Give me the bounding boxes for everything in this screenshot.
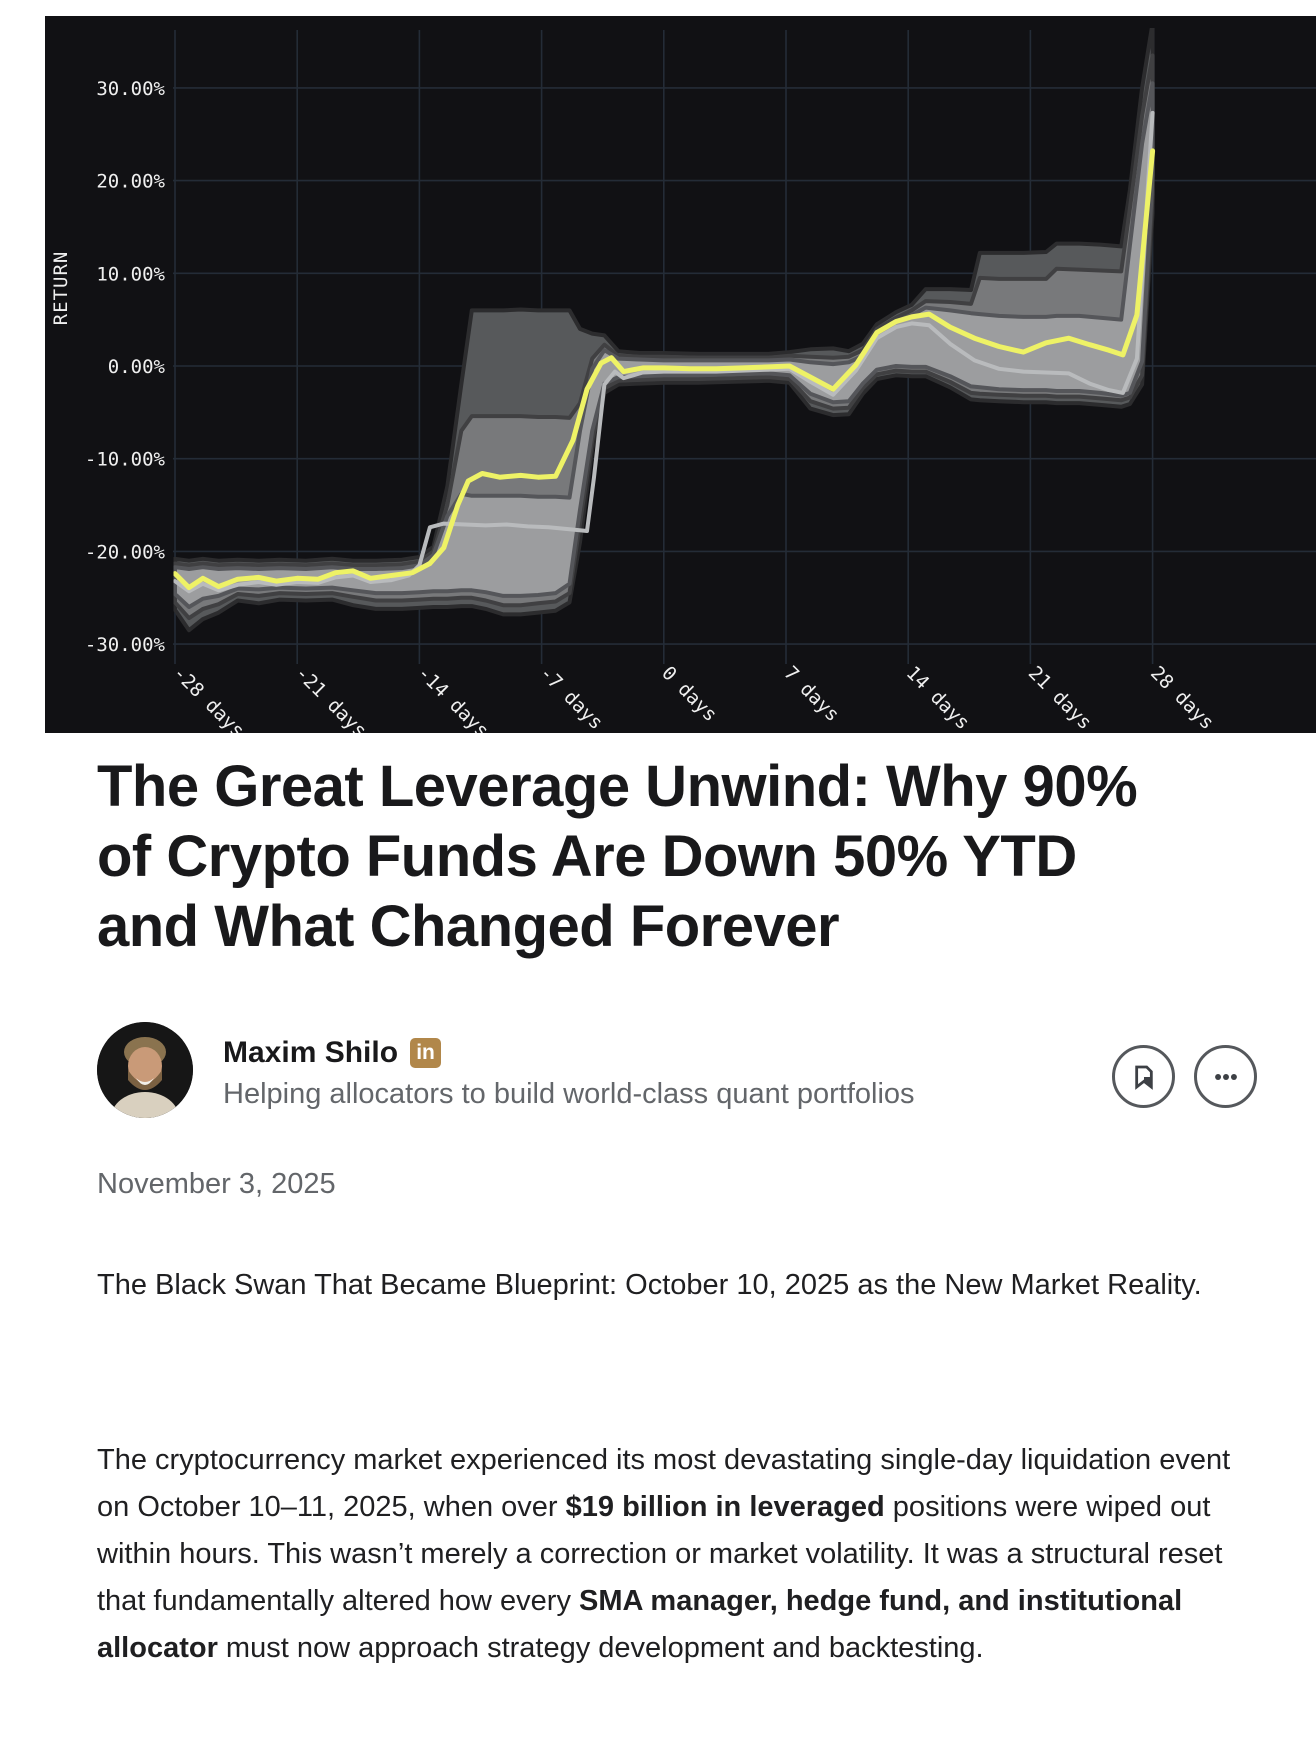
more-options-button[interactable] [1194,1045,1257,1108]
body-paragraph: The cryptocurrency market experienced it… [97,1444,1231,1664]
page-title-line-2: of Crypto Funds Are Down 50% YTD [97,824,1077,889]
page-title-line-3: and What Changed Forever [97,894,840,959]
svg-text:-20.00%: -20.00% [85,541,166,563]
ellipsis-icon [1214,1073,1237,1080]
linkedin-icon[interactable]: in [410,1038,442,1068]
svg-text:-30.00%: -30.00% [85,634,166,656]
svg-text:RETURN: RETURN [50,251,72,326]
author-name[interactable]: Maxim Shilo [223,1036,399,1069]
author-headline: Helping allocators to build world-class … [223,1078,915,1110]
page-title-line-1: The Great Leverage Unwind: Why 90% [97,754,1138,819]
bookmark-button[interactable] [1112,1045,1175,1108]
bookmark-icon [1134,1065,1153,1090]
publish-date: November 3, 2025 [97,1168,336,1200]
author-row: Maxim Shilo in Helping allocators to bui… [97,1022,1277,1118]
returns-band-chart: 30.00% 20.00% 10.00% 0.00% -10.00% -20.00% -30… [45,16,1316,733]
svg-text:10.00%: 10.00% [96,263,165,285]
returns-band-chart-svg: 30.00% 20.00% 10.00% 0.00% -10.00% -20.00% -30… [45,16,1316,733]
svg-text:-10.00%: -10.00% [85,449,166,471]
avatar[interactable] [97,1022,193,1118]
svg-text:20.00%: 20.00% [96,171,165,193]
avatar-portrait [97,1022,193,1118]
page-title: The Great Leverage Unwind: Why 90% of Cr… [97,752,1277,962]
svg-text:0.00%: 0.00% [108,356,166,378]
lede-paragraph: The Black Swan That Became Blueprint: Oc… [97,1269,1202,1301]
svg-text:30.00%: 30.00% [96,78,165,100]
